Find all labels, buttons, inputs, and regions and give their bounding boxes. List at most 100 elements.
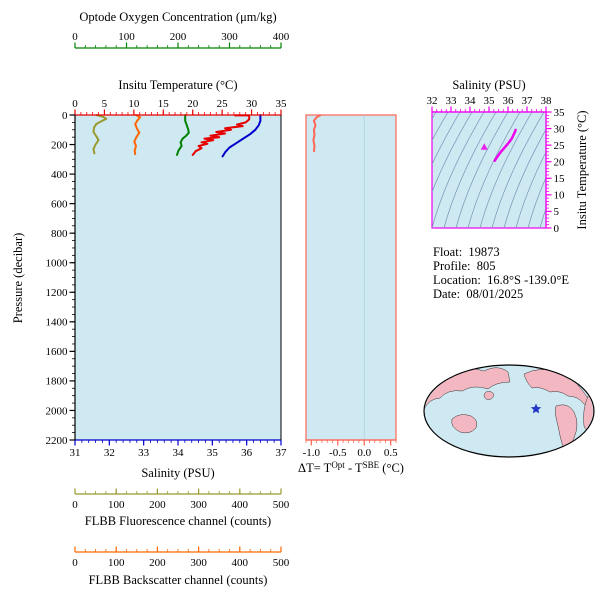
info-location: Location: 16.8°S -139.0°E [433, 273, 569, 287]
info-float: Float: 19873 [433, 245, 500, 259]
oxygen-axis: 0 100 200 300 400 [72, 31, 290, 49]
backscatter-axis-title: FLBB Backscatter channel (counts) [89, 573, 268, 587]
pressure-axis-title: Pressure (decibar) [11, 233, 25, 324]
tick-label: 0 [72, 499, 78, 511]
fluorescence-profile-line [92, 114, 108, 155]
tick-label: 30 [554, 123, 566, 135]
tick-label: 600 [51, 198, 68, 210]
density-contour-line [432, 112, 449, 142]
delta-title-sup-opt: Opt [331, 460, 345, 470]
backscatter-profile-line [133, 114, 142, 156]
density-contour-line [503, 128, 546, 228]
tick-label: 100 [108, 499, 125, 511]
delta-title-part: (°C) [379, 461, 404, 475]
tick-label: 300 [221, 31, 238, 43]
tick-label: 0 [62, 110, 68, 122]
density-contour-line [515, 151, 546, 228]
density-contour-line [443, 112, 497, 228]
ts-marker-triangle [480, 143, 488, 150]
tick-label: 1200 [46, 287, 69, 299]
tick-label: 400 [51, 169, 68, 181]
fluorescence-axis: 0 100 200 300 400 500 [72, 488, 290, 511]
tick-label: 400 [232, 499, 249, 511]
tick-label: 0.5 [384, 447, 398, 459]
tick-label: 31 [70, 447, 81, 459]
ts-temperature-axis-title: Insitu Temperature (°C) [575, 110, 589, 229]
tick-label: 1000 [46, 258, 69, 270]
float-location-star [530, 403, 542, 414]
tick-label: 0 [554, 223, 560, 235]
tick-label: 0.0 [357, 447, 371, 459]
world-map [423, 364, 595, 458]
delta-t-axis: -1.0 -0.5 0.0 0.5 [303, 439, 398, 459]
tick-label: 35 [554, 107, 566, 119]
tick-label: 33 [446, 95, 458, 107]
tick-label: 15 [554, 173, 566, 185]
tick-label: 1600 [46, 346, 69, 358]
tick-label: 200 [170, 31, 187, 43]
tick-label: 34 [173, 447, 185, 459]
tick-label: 100 [108, 557, 125, 569]
tick-label: 20 [554, 157, 566, 169]
density-contour-line [432, 112, 485, 228]
density-contours [432, 112, 546, 228]
temperature-axis: 0 5 10 15 20 25 30 35 [72, 98, 288, 116]
tick-label: 15 [158, 98, 170, 110]
density-contour-line [467, 112, 521, 228]
tick-label: 20 [187, 98, 199, 110]
map-landmass [451, 414, 478, 434]
temperature-axis-title: Insitu Temperature (°C) [118, 78, 237, 92]
tick-label: 38 [541, 95, 553, 107]
tick-label: 1800 [46, 376, 69, 388]
ts-salinity-axis-title: Salinity (PSU) [452, 78, 525, 92]
info-date: Date: 08/01/2025 [433, 287, 523, 301]
tick-label: 0 [72, 557, 78, 569]
ts-salinity-axis: 32 33 34 35 36 37 38 [427, 95, 553, 113]
salinity-profile-line [221, 114, 262, 158]
map-landmass [574, 370, 587, 383]
oxygen-profile-line [176, 114, 190, 156]
pressure-axis: 0 200 400 600 800 1000 1200 1400 1600 1800 2000 220… [46, 110, 76, 447]
tick-label: 37 [276, 447, 288, 459]
tick-label: 5 [554, 206, 560, 218]
density-contour-line [539, 207, 546, 228]
tick-label: 37 [522, 95, 534, 107]
tick-label: 32 [427, 95, 438, 107]
tick-label: 200 [149, 499, 166, 511]
tick-label: 0 [72, 31, 78, 43]
tick-label: 35 [207, 447, 219, 459]
tick-label: 35 [484, 95, 496, 107]
map-landmass [483, 391, 495, 400]
tick-label: 1400 [46, 317, 69, 329]
tick-label: 34 [465, 95, 477, 107]
density-contour-line [479, 112, 533, 228]
main-plot-area [75, 115, 281, 440]
tick-label: 200 [149, 557, 166, 569]
tick-label: 200 [51, 139, 68, 151]
tick-label: 300 [190, 499, 207, 511]
tick-label: 36 [503, 95, 515, 107]
density-contour-line [455, 112, 509, 228]
delta-t-axis-title: ΔT= TOpt - TSBE (°C) [298, 460, 404, 475]
tick-label: 35 [276, 98, 288, 110]
oxygen-axis-title: Optode Oxygen Concentration (μm/kg) [79, 10, 276, 24]
delta-title-part: ΔT= T [298, 461, 332, 475]
tick-label: 0 [72, 98, 78, 110]
backscatter-axis: 0 100 200 300 400 500 [72, 546, 290, 569]
density-contour-line [527, 176, 546, 228]
density-contour-line [491, 112, 545, 228]
temperature-profile-line [191, 114, 251, 156]
density-contour-line [432, 112, 473, 193]
tick-label: 36 [241, 447, 253, 459]
tick-label: 33 [138, 447, 150, 459]
tick-label: -1.0 [303, 447, 321, 459]
tick-label: 400 [273, 31, 290, 43]
tick-label: 30 [246, 98, 258, 110]
tick-label: 500 [273, 557, 290, 569]
tick-label: 400 [232, 557, 249, 569]
salinity-axis-title: Salinity (PSU) [141, 466, 214, 480]
density-contour-line [432, 112, 461, 166]
